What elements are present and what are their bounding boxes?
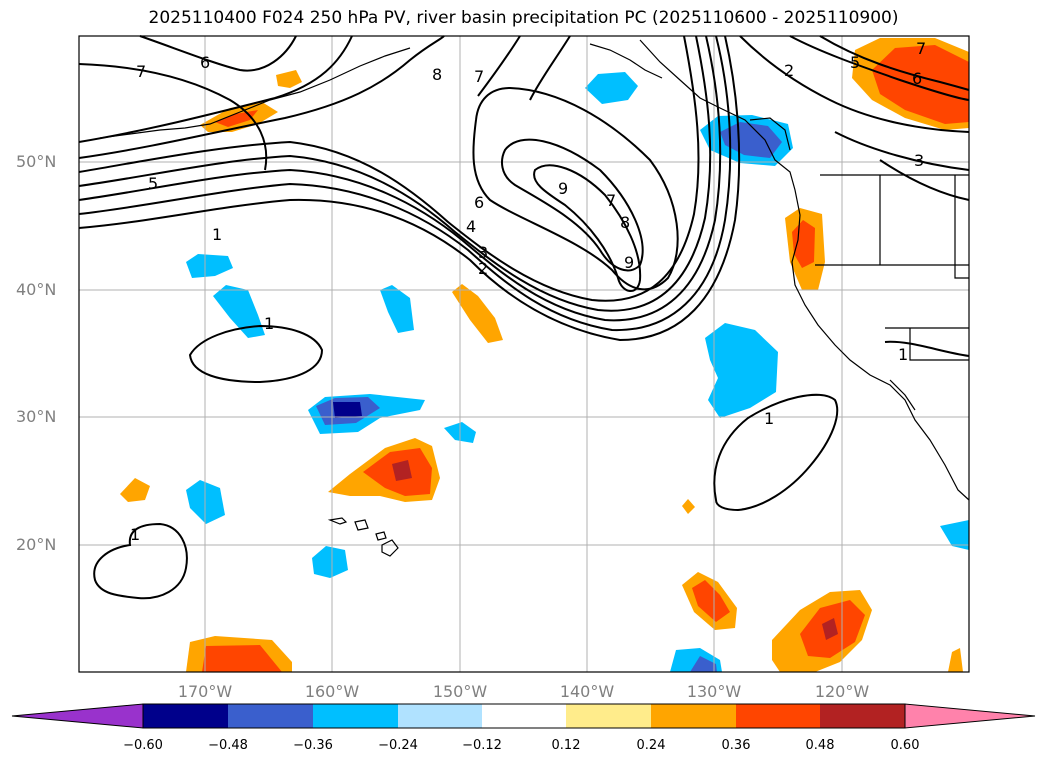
contour-label: 2 xyxy=(784,61,794,80)
contour-label: 9 xyxy=(624,253,634,272)
colorbar-swatch xyxy=(482,704,566,728)
positive-anomaly-region xyxy=(202,645,282,672)
positive-anomaly-region xyxy=(692,580,730,622)
contour-label: 3 xyxy=(914,151,924,170)
colorbar-swatch xyxy=(143,704,228,728)
colorbar-tick-label: 0.60 xyxy=(890,738,920,753)
colorbar xyxy=(11,703,1036,729)
negative-anomaly-region xyxy=(690,656,717,672)
positive-anomaly-region xyxy=(792,220,815,268)
contour-label: 8 xyxy=(620,213,630,232)
lon-label: 150°W xyxy=(432,682,488,701)
colorbar-swatch xyxy=(820,704,905,728)
contour-labels: 7 6 8 7 5 1 6 4 3 2 9 7 8 9 1 1 1 2 5 7 … xyxy=(130,39,926,544)
contour-label: 7 xyxy=(474,67,484,86)
contour-label: 6 xyxy=(200,53,210,72)
contour-label: 5 xyxy=(148,174,158,193)
contour-label: 9 xyxy=(558,179,568,198)
contour-label: 2 xyxy=(478,259,488,278)
colorbar-swatch xyxy=(651,704,736,728)
negative-anomaly-region xyxy=(585,72,638,104)
negative-anomaly-region xyxy=(186,254,233,278)
positive-anomaly-region xyxy=(120,478,150,502)
contour-label: 7 xyxy=(606,191,616,210)
colorbar-swatch xyxy=(228,704,313,728)
lon-label: 140°W xyxy=(559,682,615,701)
contour-label: 1 xyxy=(130,525,140,544)
negative-anomaly-region xyxy=(312,546,348,578)
contour-label: 5 xyxy=(850,53,860,72)
precip-shading xyxy=(120,38,969,672)
positive-anomaly-region xyxy=(452,284,503,343)
contour-label: 8 xyxy=(432,65,442,84)
positive-anomaly-region xyxy=(948,648,963,672)
colorbar-tick-label: 0.24 xyxy=(636,738,666,753)
lat-label: 30°N xyxy=(16,407,57,426)
positive-anomaly-region xyxy=(682,499,695,514)
contour-label: 7 xyxy=(136,62,146,81)
contour-label: 7 xyxy=(916,39,926,58)
positive-anomaly-region xyxy=(276,70,302,88)
colorbar-tick-label: −0.60 xyxy=(123,738,163,753)
lat-label: 50°N xyxy=(16,152,57,171)
colorbar-tick-label: 0.36 xyxy=(721,738,751,753)
negative-anomaly-region xyxy=(213,285,265,338)
lon-label: 130°W xyxy=(686,682,742,701)
colorbar-tick-label: −0.24 xyxy=(378,738,418,753)
contour-label: 1 xyxy=(898,345,908,364)
contour-label: 1 xyxy=(212,225,222,244)
colorbar-swatch xyxy=(398,704,482,728)
colorbar-tick-label: 0.48 xyxy=(805,738,835,753)
pv-contours xyxy=(78,35,970,600)
colorbar-swatch xyxy=(566,704,651,728)
colorbar-under-arrow xyxy=(11,703,144,729)
lat-label: 20°N xyxy=(16,535,57,554)
colorbar-over-arrow xyxy=(904,703,1036,729)
positive-anomaly-region xyxy=(822,618,838,640)
lat-label: 40°N xyxy=(16,280,57,299)
coastlines xyxy=(99,39,970,557)
contour-label: 6 xyxy=(912,69,922,88)
negative-anomaly-region xyxy=(380,285,414,333)
lon-label: 160°W xyxy=(304,682,360,701)
map-frame xyxy=(78,35,970,673)
contour-label: 1 xyxy=(764,409,774,428)
colorbar-tick-label: 0.12 xyxy=(551,738,581,753)
colorbar-tick-label: −0.48 xyxy=(208,738,248,753)
contour-label: 1 xyxy=(264,314,274,333)
contour-label: 3 xyxy=(478,243,488,262)
negative-anomaly-region xyxy=(940,520,969,550)
negative-anomaly-region xyxy=(720,122,782,158)
graticule xyxy=(79,36,969,672)
figure-title: 2025110400 F024 250 hPa PV, river basin … xyxy=(148,8,899,28)
colorbar-swatch xyxy=(313,704,398,728)
colorbar-swatch xyxy=(736,704,820,728)
map-background xyxy=(79,36,969,672)
positive-anomaly-region xyxy=(872,45,969,124)
lon-label: 170°W xyxy=(177,682,233,701)
colorbar-tick-label: −0.12 xyxy=(462,738,502,753)
colorbar-tick-label: −0.36 xyxy=(293,738,333,753)
negative-anomaly-region xyxy=(705,323,778,418)
negative-anomaly-region xyxy=(333,402,362,418)
lon-label: 120°W xyxy=(814,682,870,701)
contour-label: 6 xyxy=(474,193,484,212)
contour-label: 4 xyxy=(466,217,476,236)
positive-anomaly-region xyxy=(392,460,412,481)
